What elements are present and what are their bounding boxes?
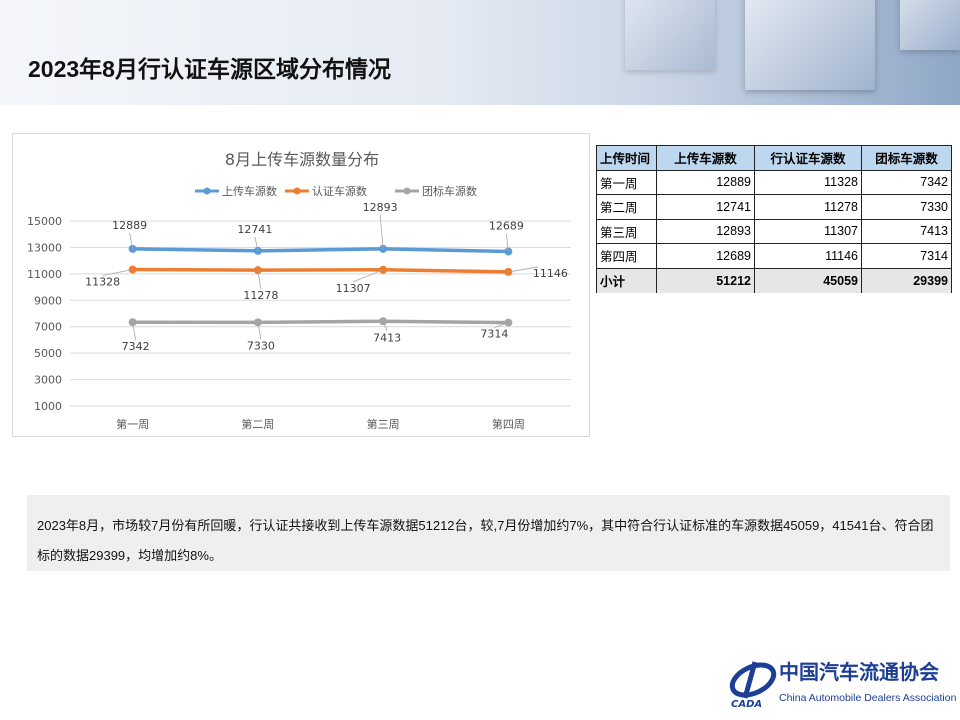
- y-tick-label: 7000: [34, 321, 62, 334]
- leader-line: [129, 232, 134, 249]
- x-tick-label: 第一周: [116, 417, 149, 431]
- page-title: 2023年8月行认证车源区域分布情况: [28, 56, 391, 82]
- line-chart: 8月上传车源数量分布 15000 13000 11000 9000 7000 5000 300…: [12, 133, 590, 437]
- data-point: [379, 317, 388, 326]
- y-tick-label: 11000: [27, 268, 62, 281]
- y-tick-label: 3000: [34, 374, 62, 387]
- cell: 7413: [861, 218, 952, 244]
- decorative-cube: [625, 0, 715, 70]
- cell: 11278: [754, 194, 862, 220]
- y-tick-label: 5000: [34, 347, 62, 360]
- cell: 7330: [861, 194, 952, 220]
- data-label: 12689: [489, 220, 524, 233]
- table-row: 第三周 12893 11307 7413: [596, 218, 952, 244]
- cell: 7314: [861, 243, 952, 269]
- cell: 12741: [656, 194, 755, 220]
- cell: 7342: [861, 169, 952, 195]
- cell: 51212: [656, 267, 755, 293]
- data-label: 11307: [336, 282, 371, 295]
- decorative-cube: [745, 0, 875, 90]
- data-label: 11146: [533, 267, 568, 280]
- y-tick-label: 9000: [34, 294, 62, 307]
- leader-line: [379, 214, 384, 249]
- leader-line: [257, 270, 262, 290]
- cell: 第一周: [596, 169, 657, 195]
- cell: 29399: [861, 267, 952, 293]
- table-row: 第一周 12889 11328 7342: [596, 169, 952, 195]
- leader-line: [254, 236, 259, 251]
- legend-label: 团标车源数: [422, 184, 477, 198]
- cell: 小计: [596, 267, 657, 293]
- data-label: 11328: [85, 276, 120, 289]
- logo-chinese-name: 中国汽车流通协会: [779, 660, 939, 684]
- data-label: 11278: [243, 289, 278, 302]
- cell: 11328: [754, 169, 862, 195]
- x-tick-label: 第四周: [492, 417, 525, 431]
- series-line: [132, 267, 509, 274]
- svg-text:CADA: CADA: [731, 699, 762, 710]
- cell: 12893: [656, 218, 755, 244]
- cell: 第四周: [596, 243, 657, 269]
- legend-marker: [403, 187, 411, 195]
- y-tick-label: 1000: [34, 400, 62, 413]
- cell: 12689: [656, 243, 755, 269]
- table-row: 第二周 12741 11278 7330: [596, 194, 952, 220]
- x-tick-label: 第三周: [367, 417, 400, 431]
- cell: 45059: [754, 267, 862, 293]
- legend-label: 上传车源数: [222, 184, 277, 198]
- leader-line: [132, 322, 137, 341]
- leader-line: [508, 266, 539, 273]
- cada-logo: CADA 中国汽车流通协会 China Automobile Dealers A…: [725, 658, 960, 714]
- decorative-cube: [900, 0, 960, 50]
- data-table: 上传时间 上传车源数 行认证车源数 团标车源数 第一周 12889 11328 734…: [596, 145, 952, 293]
- header-cell: 行认证车源数: [754, 145, 862, 171]
- summary-text: 2023年8月，市场较7月份有所回暖，行认证共接收到上传车源数据51212台，较…: [27, 495, 950, 571]
- x-tick-label: 第二周: [241, 417, 274, 431]
- table-total-row: 小计 51212 45059 29399: [596, 267, 952, 293]
- cada-logo-mark-icon: CADA: [729, 661, 777, 710]
- cell: 12889: [656, 169, 755, 195]
- y-tick-label: 15000: [27, 215, 62, 228]
- header-cell: 上传时间: [596, 145, 657, 171]
- leader-line: [505, 233, 509, 252]
- legend-marker: [293, 187, 301, 195]
- data-label: 7314: [480, 328, 508, 341]
- series-line: [132, 319, 509, 325]
- cell: 第三周: [596, 218, 657, 244]
- data-label: 12889: [112, 219, 147, 232]
- series-line: [132, 247, 509, 254]
- legend-marker: [203, 187, 211, 195]
- data-label: 7413: [373, 331, 401, 344]
- leader-line: [102, 269, 133, 276]
- legend-label: 认证车源数: [312, 184, 367, 198]
- header-banner: [0, 0, 960, 105]
- chart-svg: 8月上传车源数量分布 15000 13000 11000 9000 7000 5000 300…: [27, 150, 571, 431]
- leader-line: [257, 322, 262, 340]
- leader-line: [352, 269, 384, 283]
- header-cell: 上传车源数: [656, 145, 755, 171]
- data-label: 7342: [122, 340, 150, 353]
- data-label: 12741: [237, 223, 272, 236]
- cell: 第二周: [596, 194, 657, 220]
- cell: 11146: [754, 243, 862, 269]
- y-tick-label: 13000: [27, 241, 62, 254]
- data-label: 7330: [247, 339, 275, 352]
- logo-english-name: China Automobile Dealers Association: [779, 692, 957, 704]
- leader-line: [382, 321, 388, 332]
- chart-title: 8月上传车源数量分布: [225, 150, 379, 169]
- table-row: 第四周 12689 11146 7314: [596, 243, 952, 269]
- cell: 11307: [754, 218, 862, 244]
- header-cell: 团标车源数: [861, 145, 952, 171]
- table-header-row: 上传时间 上传车源数 行认证车源数 团标车源数: [596, 145, 952, 171]
- leader-line: [494, 322, 509, 328]
- data-label: 12893: [363, 201, 398, 214]
